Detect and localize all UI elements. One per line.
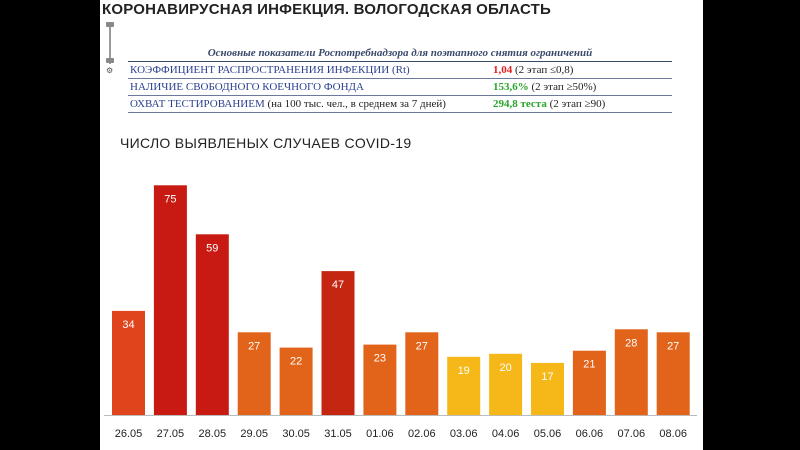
bar <box>321 271 355 415</box>
indicator-value: 153,6% (2 этап ≥50%) <box>493 81 596 93</box>
x-tick-label: 26.05 <box>115 428 143 440</box>
data-label: 22 <box>290 356 302 368</box>
indicator-value: 1,04 (2 этап ≤0,8) <box>493 64 573 76</box>
bar <box>112 310 145 415</box>
indicator-main-value: 1,04 <box>493 64 513 76</box>
data-label: 28 <box>625 337 637 349</box>
indicator-row-rt: КОЭФФИЦИЕНТ РАСПРОСТРАНЕНИЯ ИНФЕКЦИИ (Rt… <box>128 62 672 79</box>
data-label: 27 <box>667 340 679 352</box>
indicator-threshold: (2 этап ≤0,8) <box>515 64 574 76</box>
bar <box>447 356 481 415</box>
x-tick-label: 03.06 <box>450 428 478 440</box>
bar <box>405 332 439 415</box>
scrollbar-track <box>109 24 111 64</box>
data-label: 17 <box>541 371 553 383</box>
slide: КОРОНАВИРУСНАЯ ИНФЕКЦИЯ. ВОЛОГОДСКАЯ ОБЛ… <box>100 0 703 450</box>
indicator-row-testing: ОХВАТ ТЕСТИРОВАНИЕМ (на 100 тыс. чел., в… <box>128 96 672 113</box>
data-label: 59 <box>206 242 218 254</box>
indicator-threshold: (2 этап ≥50%) <box>531 81 597 93</box>
x-tick-label: 07.06 <box>618 428 646 440</box>
bar-chart: 34 26.05 75 27.05 59 28.05 27 29.05 22 30.05 47 31.… <box>104 185 697 440</box>
x-tick-label: 02.06 <box>408 428 436 440</box>
data-label: 21 <box>583 359 595 371</box>
indicator-label: ОХВАТ ТЕСТИРОВАНИЕМ (на 100 тыс. чел., в… <box>130 98 446 110</box>
indicator-note: (на 100 тыс. чел., в среднем за 7 дней) <box>267 98 446 110</box>
bar <box>195 234 229 415</box>
x-tick-label: 31.05 <box>324 428 352 440</box>
bar <box>237 332 271 415</box>
bar <box>153 185 187 415</box>
x-tick-label: 01.06 <box>366 428 394 440</box>
x-tick-label: 28.05 <box>199 428 227 440</box>
indicator-value: 294,8 теста (2 этап ≥90) <box>493 98 605 110</box>
chart-title: ЧИСЛО ВЫЯВЛЕНЫХ СЛУЧАЕВ COVID-19 <box>120 135 412 151</box>
indicator-main-value: 294,8 теста <box>493 98 547 110</box>
scroll-handle-icon: ⚙ <box>106 66 114 75</box>
indicator-threshold: (2 этап ≥90) <box>549 98 606 110</box>
x-tick-label: 06.06 <box>576 428 604 440</box>
data-label: 27 <box>416 340 428 352</box>
scrollbar-knob-bottom[interactable] <box>106 58 114 63</box>
vertical-scrollbar[interactable]: ⚙ <box>106 20 114 75</box>
data-label: 23 <box>374 353 386 365</box>
bar <box>279 347 313 415</box>
data-label: 75 <box>164 193 176 205</box>
slide-title: КОРОНАВИРУСНАЯ ИНФЕКЦИЯ. ВОЛОГОДСКАЯ ОБЛ… <box>102 1 552 18</box>
indicator-label: КОЭФФИЦИЕНТ РАСПРОСТРАНЕНИЯ ИНФЕКЦИИ (Rt… <box>130 64 410 76</box>
data-label: 47 <box>332 279 344 291</box>
indicator-main-value: 153,6% <box>493 81 529 93</box>
bar <box>572 350 606 415</box>
bar <box>489 353 523 416</box>
indicators-header: Основные показатели Роспотребнадзора для… <box>128 47 672 62</box>
x-tick-label: 29.05 <box>240 428 268 440</box>
x-tick-label: 04.06 <box>492 428 520 440</box>
x-tick-label: 08.06 <box>659 428 687 440</box>
bar <box>656 332 690 415</box>
x-tick-label: 27.05 <box>157 428 185 440</box>
data-label: 27 <box>248 340 260 352</box>
bar <box>531 362 564 415</box>
data-label: 19 <box>458 365 470 377</box>
x-tick-label: 30.05 <box>282 428 310 440</box>
indicators-table: Основные показатели Роспотребнадзора для… <box>128 47 672 113</box>
bar <box>614 329 648 416</box>
indicator-label: НАЛИЧИЕ СВОБОДНОГО КОЕЧНОГО ФОНДА <box>130 81 364 93</box>
bar <box>363 344 397 415</box>
scrollbar-knob-top[interactable] <box>106 22 114 27</box>
x-tick-label: 05.06 <box>534 428 562 440</box>
data-label: 34 <box>122 319 134 331</box>
data-label: 20 <box>499 362 511 374</box>
indicator-row-beds: НАЛИЧИЕ СВОБОДНОГО КОЕЧНОГО ФОНДА 153,6%… <box>128 79 672 96</box>
